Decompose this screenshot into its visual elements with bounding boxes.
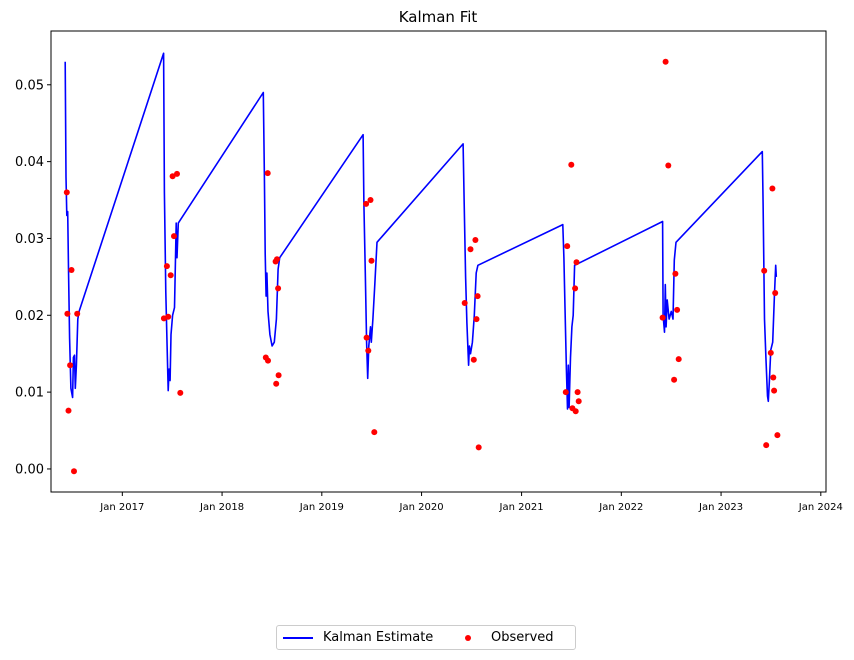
observed-point	[671, 376, 678, 383]
x-tick-label: Jan 2017	[99, 502, 144, 513]
legend-dot-swatch	[465, 634, 471, 641]
observed-point	[568, 161, 575, 168]
y-tick-label: 0.05	[15, 78, 44, 93]
x-tick-label: Jan 2023	[698, 502, 743, 513]
observed-point	[675, 356, 682, 363]
x-tick-label: Jan 2020	[399, 502, 444, 513]
observed-point	[472, 237, 479, 243]
observed-point	[659, 314, 666, 321]
observed-point	[275, 372, 282, 379]
x-tick-label: Jan 2024	[798, 502, 843, 513]
observed-point	[474, 293, 481, 300]
observed-point	[770, 374, 777, 381]
observed-point	[365, 347, 372, 354]
observed-point	[767, 349, 774, 356]
observed-point	[74, 310, 81, 317]
observed-point	[71, 468, 77, 475]
observed-point	[574, 389, 581, 396]
x-axis: Jan 2017 Jan 2018 Jan 2019 Jan 2020 Jan 2021…	[99, 492, 843, 513]
observed-point	[674, 306, 681, 313]
observed-point	[67, 362, 74, 369]
observed-point	[163, 263, 170, 270]
observed-point	[177, 389, 184, 396]
observed-point	[475, 444, 482, 451]
observed-point	[174, 170, 180, 177]
observed-point	[65, 407, 72, 414]
observed-point	[572, 285, 579, 292]
observed-point	[562, 389, 569, 396]
observed-point	[769, 185, 776, 192]
observed-point	[665, 162, 672, 169]
observed-point	[564, 243, 571, 250]
observed-point	[575, 398, 582, 405]
legend-line-swatch	[283, 636, 313, 639]
observed-point	[275, 285, 282, 292]
y-tick-label: 0.00	[15, 462, 44, 477]
y-tick-label: 0.03	[15, 232, 44, 247]
observed-point	[774, 432, 781, 439]
observed-point	[772, 290, 779, 296]
x-tick-label: Jan 2022	[598, 502, 643, 513]
observed-point	[573, 259, 580, 266]
observed-point	[171, 233, 177, 240]
observed-point	[473, 316, 480, 323]
observed-point	[165, 313, 172, 320]
observed-point	[363, 200, 370, 207]
x-tick-label: Jan 2018	[199, 502, 244, 513]
observed-point	[371, 429, 378, 436]
observed-point	[363, 334, 370, 341]
kalman-estimate-line	[64, 52, 778, 410]
observed-point	[64, 310, 71, 317]
observed-point	[672, 270, 679, 277]
y-tick-label: 0.01	[15, 386, 44, 401]
chart-title: Kalman Fit	[399, 8, 478, 26]
observed-point	[274, 256, 280, 263]
observed-point	[273, 380, 280, 387]
observed-point	[167, 272, 174, 279]
x-tick-label: Jan 2021	[499, 502, 544, 513]
x-tick-label: Jan 2019	[299, 502, 344, 513]
observed-point	[68, 267, 75, 273]
observed-point	[368, 257, 375, 264]
observed-point	[761, 267, 768, 274]
observed-point	[461, 300, 468, 306]
observed-point	[572, 408, 579, 415]
observed-point	[169, 173, 176, 180]
observed-point	[771, 387, 778, 394]
legend-item-kalman: Kalman Estimate	[283, 630, 433, 645]
observed-point	[265, 357, 271, 364]
observed-point	[470, 356, 477, 363]
legend-label-kalman: Kalman Estimate	[323, 630, 434, 645]
observed-point	[367, 197, 374, 203]
observed-point	[763, 442, 770, 449]
plot-frame	[50, 30, 827, 493]
y-tick-label: 0.04	[15, 155, 44, 170]
observed-points	[63, 58, 781, 475]
observed-point	[63, 189, 70, 196]
legend: Kalman Estimate Observed	[276, 625, 576, 650]
legend-item-observed: Observed	[453, 630, 554, 645]
observed-point	[264, 170, 271, 177]
y-tick-label: 0.02	[15, 309, 44, 324]
observed-point	[467, 246, 474, 253]
legend-label-observed: Observed	[491, 630, 554, 645]
y-axis: 0.00 0.01 0.02 0.03 0.04 0.05	[15, 78, 51, 477]
observed-point	[662, 58, 669, 65]
